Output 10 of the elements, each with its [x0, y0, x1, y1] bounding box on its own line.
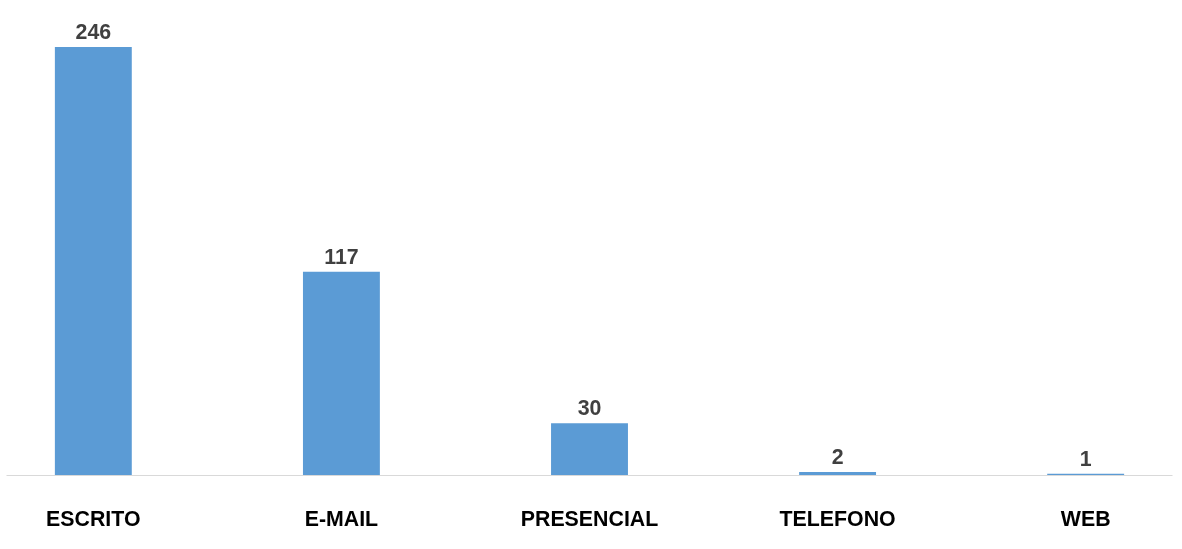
- x-tick-label: ESCRITO: [46, 506, 141, 531]
- x-tick-label: WEB: [1060, 506, 1111, 531]
- x-tick-label: TELEFONO: [779, 506, 896, 531]
- x-tick-label: PRESENCIAL: [520, 506, 659, 531]
- data-label: 117: [324, 244, 359, 269]
- data-label: 30: [577, 396, 602, 421]
- data-label: 2: [831, 445, 844, 470]
- data-label: 1: [1079, 446, 1092, 471]
- x-tick-label: E-MAIL: [304, 506, 379, 531]
- data-label: 246: [75, 19, 112, 44]
